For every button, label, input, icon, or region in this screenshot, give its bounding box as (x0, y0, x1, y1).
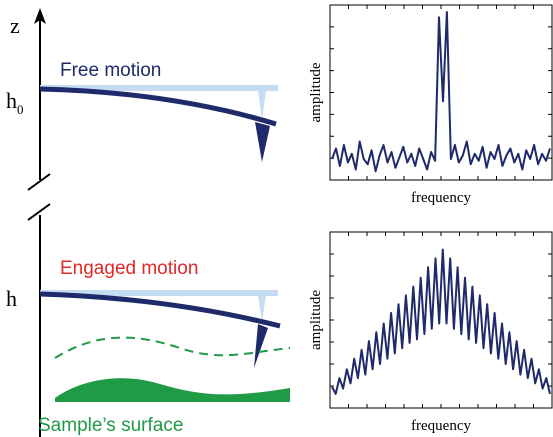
axis-break (27, 173, 51, 191)
axis-break (27, 203, 51, 221)
sample-surface (55, 378, 290, 402)
cantilever (39, 291, 281, 329)
rest-cantilever (40, 85, 278, 91)
plot-frame (329, 231, 553, 409)
y-axis-label: amplitude (308, 290, 324, 350)
spectrum-line (331, 11, 551, 173)
z-label: z (10, 13, 20, 38)
surface-label: Sample’s surface (38, 415, 183, 436)
x-axis-label: frequency (411, 418, 471, 434)
cantilever (39, 86, 277, 127)
h-subscript: 0 (17, 102, 24, 117)
y-axis-label: amplitude (308, 62, 324, 122)
h-label: h (6, 88, 17, 113)
tip-trajectory (54, 336, 291, 359)
rest-tip (258, 90, 266, 120)
x-axis-label: frequency (411, 190, 471, 206)
z-arrow (34, 8, 46, 24)
free-title: Free motion (60, 60, 161, 81)
cantilever-tip (255, 122, 270, 162)
h-label: h (6, 286, 17, 311)
cantilever-tip (254, 324, 268, 368)
spectrum-line (331, 248, 551, 395)
rest-cantilever (40, 290, 278, 296)
h0-label: h0 (6, 88, 24, 117)
engaged-title: Engaged motion (60, 258, 198, 279)
rest-tip (258, 295, 266, 322)
